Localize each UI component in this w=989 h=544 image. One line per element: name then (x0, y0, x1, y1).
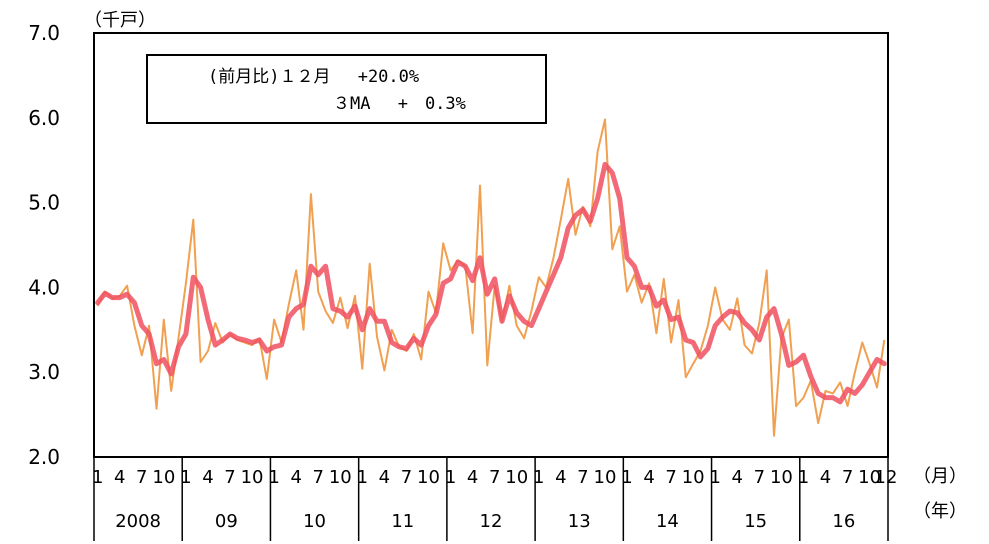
month-tick-label: 1 (357, 467, 368, 488)
year-label: 2008 (115, 511, 161, 532)
month-tick-label: 4 (379, 467, 390, 488)
month-tick-label: 7 (577, 467, 588, 488)
month-tick-label: 4 (202, 467, 213, 488)
year-label: 10 (303, 511, 326, 532)
month-tick-label: 7 (136, 467, 147, 488)
month-tick-label: 1 (710, 467, 721, 488)
plot-frame (93, 32, 889, 458)
legend-box (146, 54, 547, 124)
month-tick-label: 7 (842, 467, 853, 488)
y-tick-label: 3.0 (28, 360, 60, 384)
month-tick-label: 7 (665, 467, 676, 488)
year-label: 12 (480, 511, 503, 532)
month-tick-label: 10 (594, 467, 617, 488)
y-tick-label: 6.0 (28, 106, 60, 130)
month-tick-label: 10 (329, 467, 352, 488)
month-tick-label: 10 (682, 467, 705, 488)
month-tick-label: 10 (152, 467, 175, 488)
month-tick-label: 7 (401, 467, 412, 488)
year-label: 16 (832, 511, 855, 532)
month-tick-label: 4 (555, 467, 566, 488)
month-tick-label: 7 (489, 467, 500, 488)
month-tick-label: 10 (505, 467, 528, 488)
year-label: 11 (391, 511, 414, 532)
month-tick-label: 4 (290, 467, 301, 488)
year-unit-label: （年） (913, 501, 967, 522)
legend-line-1: (前月比)１２月 +20.0% (208, 67, 419, 87)
legend-line-2: ３MA + 0.3% (333, 94, 466, 114)
month-tick-label-last: 12 (875, 467, 898, 488)
month-tick-label: 4 (643, 467, 654, 488)
year-label: 09 (215, 511, 238, 532)
month-tick-label: 4 (732, 467, 743, 488)
month-tick-label: 1 (621, 467, 632, 488)
month-tick-label: 10 (770, 467, 793, 488)
month-tick-label: 1 (180, 467, 191, 488)
month-tick-label: 1 (533, 467, 544, 488)
year-label: 14 (656, 511, 679, 532)
month-tick-label: 10 (858, 467, 881, 488)
month-tick-label: 1 (798, 467, 809, 488)
month-tick-label: 7 (224, 467, 235, 488)
month-tick-label: 4 (820, 467, 831, 488)
y-tick-label: 2.0 (28, 445, 60, 469)
y-axis: 2.0 3.0 4.0 5.0 6.0 7.0 (28, 21, 60, 469)
month-tick-label: 10 (241, 467, 264, 488)
y-tick-label: 4.0 (28, 275, 60, 299)
month-tick-label: 1 (268, 467, 279, 488)
month-unit-label: （月） (913, 466, 967, 487)
month-tick-label: 7 (754, 467, 765, 488)
y-tick-label: 7.0 (28, 21, 60, 45)
series-line-monthly (96, 118, 886, 437)
month-tick-label: 7 (313, 467, 324, 488)
year-label: 13 (568, 511, 591, 532)
legend: (前月比)１２月 +20.0% ３MA + 0.3% (146, 54, 547, 124)
y-unit-label: （千戸） (84, 10, 156, 31)
month-tick-label: 1 (445, 467, 456, 488)
series-line-moving-average (95, 161, 887, 405)
month-tick-label: 10 (417, 467, 440, 488)
month-tick-label: 1 (92, 467, 103, 488)
year-label: 15 (744, 511, 767, 532)
month-tick-label: 4 (467, 467, 478, 488)
month-tick-label: 4 (114, 467, 125, 488)
y-tick-label: 5.0 (28, 191, 60, 215)
series-layer (95, 118, 887, 437)
